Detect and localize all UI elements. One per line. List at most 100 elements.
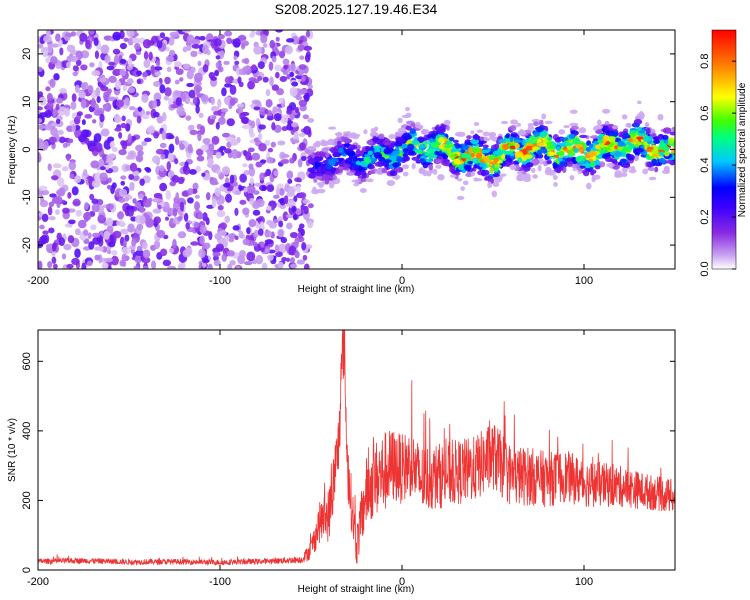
spectrogram-cell bbox=[202, 64, 209, 73]
spectrogram-cell bbox=[152, 99, 158, 109]
spectrogram-cell bbox=[466, 135, 472, 140]
spectrogram-cell bbox=[55, 97, 64, 104]
y-tick-label: 10 bbox=[21, 96, 33, 108]
spectrogram-cell bbox=[232, 225, 240, 231]
spectrogram-cell bbox=[223, 182, 231, 188]
spectrogram-cell bbox=[456, 178, 463, 182]
spectrogram-cell bbox=[557, 157, 563, 163]
spectrogram-cell bbox=[351, 164, 359, 169]
spectrogram-cell bbox=[402, 164, 409, 170]
spectrogram-cell bbox=[142, 249, 151, 259]
spectrogram-cell bbox=[105, 203, 114, 210]
spectrogram-cell bbox=[328, 126, 337, 130]
spectrogram-cell bbox=[62, 142, 68, 148]
spectrogram-cell bbox=[185, 222, 190, 230]
spectrogram-cell bbox=[266, 116, 274, 121]
spectrogram-cell bbox=[264, 248, 271, 253]
spectrogram-cell bbox=[645, 149, 654, 153]
spectrogram-cell bbox=[116, 220, 121, 226]
spectrogram-cell bbox=[358, 150, 365, 156]
spectrogram-cell bbox=[153, 216, 162, 224]
spectrogram-cell bbox=[554, 154, 560, 159]
spectrogram-cell bbox=[95, 142, 103, 153]
spectrogram-cell bbox=[546, 136, 553, 141]
spectrogram-cell bbox=[169, 247, 175, 254]
spectrogram-cell bbox=[112, 230, 122, 239]
spectrogram-cell bbox=[64, 107, 71, 117]
spectrogram-cell bbox=[552, 174, 558, 180]
spectrogram-cell bbox=[249, 132, 255, 138]
spectrogram-cell bbox=[544, 120, 553, 125]
spectrogram-cell bbox=[594, 165, 601, 170]
spectrogram-cell bbox=[273, 219, 279, 224]
spectrogram-cell bbox=[448, 137, 455, 142]
spectrogram-cell bbox=[404, 134, 413, 140]
spectrogram-cell bbox=[138, 205, 145, 213]
spectrogram-cell bbox=[134, 43, 141, 50]
colorbar-label: Normalized spectral amplitude bbox=[737, 82, 748, 217]
spectrogram-cell bbox=[389, 170, 398, 177]
spectrogram-cell bbox=[154, 71, 162, 77]
spectrogram-cell bbox=[386, 180, 396, 187]
spectrogram-cell bbox=[58, 237, 66, 247]
snr-x-axis-label: Height of straight line (km) bbox=[298, 584, 415, 595]
spectrogram-cell bbox=[188, 89, 196, 99]
spectrogram-cell bbox=[473, 164, 478, 169]
spectrogram-cell bbox=[38, 106, 43, 111]
spectrogram-cell bbox=[510, 133, 518, 138]
spectrogram-cell bbox=[401, 114, 410, 119]
spectrogram-cell bbox=[566, 157, 572, 162]
spectrogram-cell bbox=[277, 243, 287, 254]
spectrogram-cell bbox=[399, 136, 405, 144]
spectrogram-cell bbox=[124, 234, 130, 242]
spectrogram-cell bbox=[563, 124, 570, 129]
spectrogram-cell bbox=[279, 50, 286, 59]
spectrogram-cell bbox=[239, 173, 247, 183]
spectrogram-cell bbox=[481, 149, 490, 154]
spectrogram-cell bbox=[126, 155, 132, 160]
spectrogram-cell bbox=[554, 137, 562, 143]
spectrogram-cell bbox=[195, 165, 201, 173]
spectrogram-cell bbox=[418, 144, 427, 149]
spectrogram-cell bbox=[259, 221, 265, 230]
spectrogram-cell bbox=[53, 73, 60, 81]
spectrogram-cell bbox=[91, 70, 101, 77]
spectrogram-cell bbox=[128, 106, 136, 111]
spectrogram-cell bbox=[367, 139, 374, 145]
spectrogram-cell bbox=[142, 39, 152, 49]
spectrogram-cell bbox=[454, 144, 463, 149]
spectrogram-cell bbox=[361, 178, 367, 183]
spectrogram-cell bbox=[316, 188, 326, 194]
spectrogram-cell bbox=[38, 124, 45, 130]
spectrogram-cell bbox=[83, 229, 89, 236]
spectrogram-cell bbox=[313, 179, 318, 183]
spectrogram-cell bbox=[412, 140, 420, 146]
spectrogram-cell bbox=[230, 139, 239, 146]
spectrogram-cell bbox=[77, 219, 87, 229]
spectrogram-cell bbox=[119, 42, 127, 50]
spectrogram-cell bbox=[121, 140, 128, 150]
spectrogram-cell bbox=[664, 151, 670, 157]
spectrogram-cell bbox=[38, 66, 43, 73]
spectrogram-cell bbox=[38, 260, 43, 269]
spectrogram-cell bbox=[584, 161, 590, 169]
x-tick-label: -200 bbox=[27, 576, 49, 588]
spectrogram-cell bbox=[324, 175, 332, 179]
spectrogram-cell bbox=[269, 39, 276, 49]
spectrogram-cell bbox=[298, 223, 305, 229]
spectrogram-cell bbox=[43, 140, 49, 150]
spectrogram-cell bbox=[254, 182, 262, 187]
spectrogram-cell bbox=[160, 248, 168, 257]
spectrogram-cell bbox=[200, 125, 206, 135]
spectrogram-cell bbox=[251, 152, 261, 161]
spectrogram-cell bbox=[174, 158, 179, 165]
spectrogram-cell bbox=[291, 81, 299, 87]
colorbar: 0.0 0.2 0.4 0.6 0.8 Normalized spectral ampl… bbox=[699, 29, 748, 277]
spectrogram-cell bbox=[71, 186, 79, 196]
spectrogram-cell bbox=[274, 244, 280, 253]
colorbar-tick-label: 0.6 bbox=[699, 105, 711, 120]
spectrogram-cell bbox=[614, 151, 622, 158]
spectrogram-cell bbox=[102, 104, 108, 111]
spectrogram-cell bbox=[307, 118, 315, 123]
spectrogram-cell bbox=[257, 61, 265, 69]
